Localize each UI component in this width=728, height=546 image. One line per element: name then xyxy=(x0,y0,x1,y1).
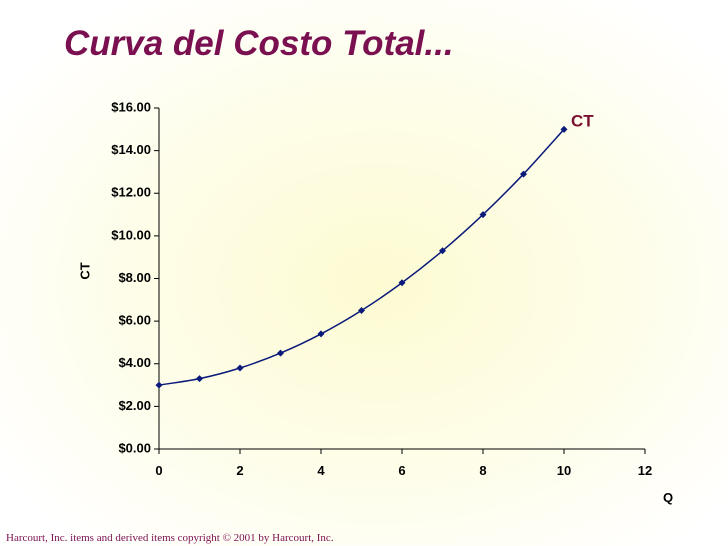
data-point-marker xyxy=(196,375,203,383)
series-line-ct xyxy=(158,128,565,386)
x-tick-label: 0 xyxy=(155,463,162,478)
x-tick-label: 6 xyxy=(398,463,405,478)
x-tick-label: 2 xyxy=(236,463,243,478)
y-tick-label: $2.00 xyxy=(118,398,151,413)
data-point-marker xyxy=(398,279,406,287)
series-label-ct: CT xyxy=(571,111,594,130)
data-point-marker xyxy=(277,349,284,357)
data-point-marker xyxy=(317,330,325,338)
x-tick-label: 8 xyxy=(479,463,486,478)
y-tick-label: $16.00 xyxy=(111,99,151,114)
data-point-marker xyxy=(439,247,446,255)
y-tick-label: $0.00 xyxy=(118,440,151,455)
slide-title: Curva del Costo Total... xyxy=(64,24,454,63)
y-tick-label: $4.00 xyxy=(118,355,151,370)
chart-series: CT xyxy=(155,111,594,389)
data-point-marker xyxy=(479,211,487,219)
y-tick-label: $10.00 xyxy=(111,227,151,242)
data-point-marker xyxy=(236,364,244,372)
x-axis-title: Q xyxy=(663,490,673,505)
y-tick-label: $6.00 xyxy=(118,313,151,328)
x-tick-label: 4 xyxy=(317,463,325,478)
y-tick-label: $8.00 xyxy=(118,270,151,285)
data-point-marker xyxy=(155,381,163,389)
chart-ticks: $0.00 $2.00 $4.00 $6.00 $8.00 $10.00 $12.00 $14… xyxy=(111,99,652,478)
x-tick-label: 12 xyxy=(638,463,652,478)
x-tick-label: 10 xyxy=(557,463,571,478)
copyright-notice: Harcourt, Inc. items and derived items c… xyxy=(6,532,334,544)
y-tick-label: $14.00 xyxy=(111,142,151,157)
y-tick-label: $12.00 xyxy=(111,185,151,200)
data-point-marker xyxy=(520,170,527,178)
data-point-marker xyxy=(358,306,365,314)
data-point-marker xyxy=(560,125,568,133)
y-axis-title: CT xyxy=(77,262,92,279)
chart-axes xyxy=(158,108,645,450)
